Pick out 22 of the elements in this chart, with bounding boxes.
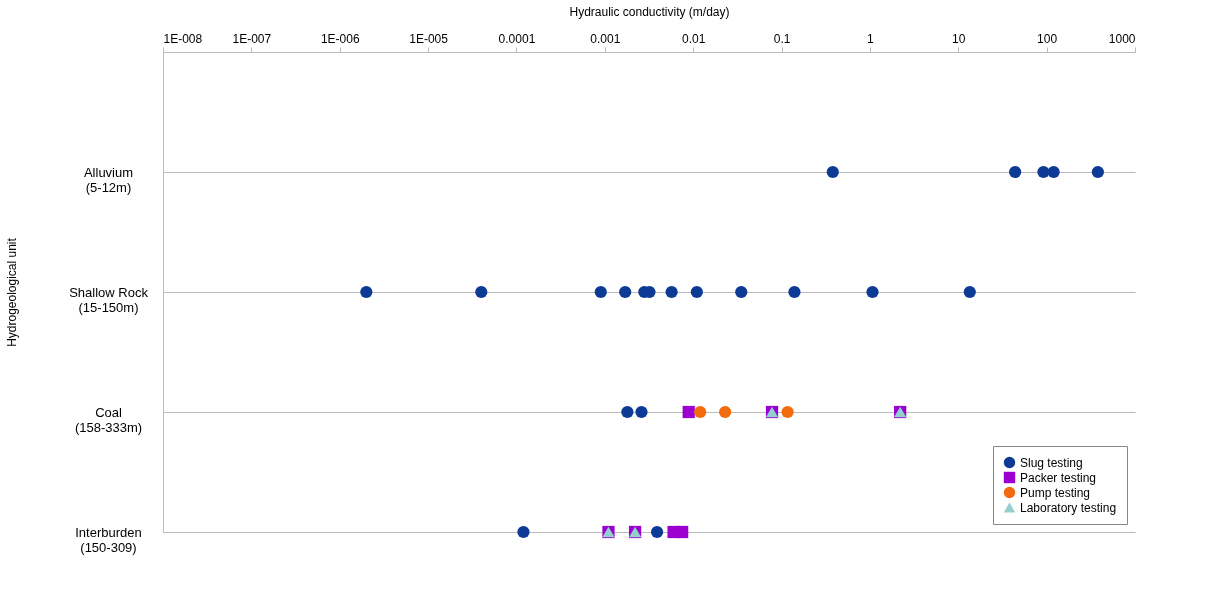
- x-tick-label: 1E-007: [232, 31, 272, 46]
- y-axis-title: Hydrogeological unit: [5, 237, 20, 347]
- y-tick-label: Interburden (150-309): [75, 524, 142, 555]
- legend-label: Laboratory testing: [1020, 500, 1117, 515]
- x-tick-label: 1E-006: [320, 31, 360, 46]
- x-tick-label: 1E-005: [409, 31, 449, 46]
- x-tick-label: 0.1: [773, 31, 791, 46]
- x-tick-label: 1E-008: [163, 31, 203, 46]
- x-tick-label: 100: [1037, 31, 1058, 46]
- y-tick-label: Alluvium (5-12m): [83, 164, 134, 195]
- x-tick-label: 0.0001: [498, 31, 536, 46]
- x-tick-label: 10: [952, 31, 966, 46]
- x-tick-label: 1: [867, 31, 875, 46]
- x-axis-title: Hydraulic conductivity (m/day): [569, 4, 730, 19]
- y-tick-label: Coal (158-333m): [74, 404, 143, 435]
- x-tick-label: 0.01: [682, 31, 706, 46]
- x-tick-label: 0.001: [590, 31, 621, 46]
- y-tick-label: Shallow Rock (15-150m): [69, 284, 149, 315]
- legend-label: Packer testing: [1020, 470, 1097, 485]
- legend-label: Pump testing: [1020, 485, 1091, 500]
- legend-label: Slug testing: [1020, 455, 1083, 470]
- x-tick-label: 1000: [1108, 31, 1136, 46]
